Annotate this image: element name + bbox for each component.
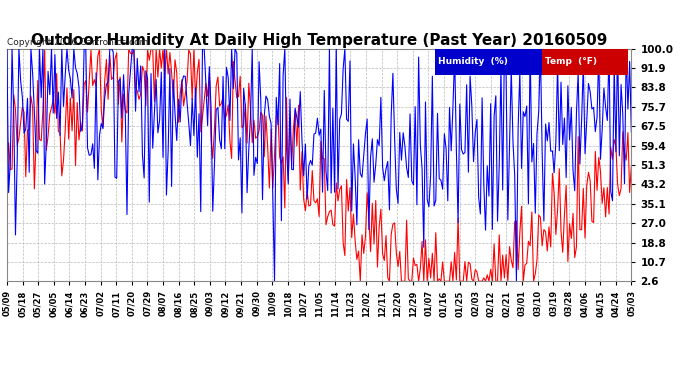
Text: Temp  (°F): Temp (°F) [545, 57, 597, 66]
Title: Outdoor Humidity At Daily High Temperature (Past Year) 20160509: Outdoor Humidity At Daily High Temperatu… [31, 33, 607, 48]
Text: Humidity  (%): Humidity (%) [438, 57, 508, 66]
Text: Copyright 2016 Cartronics.com: Copyright 2016 Cartronics.com [7, 38, 148, 47]
